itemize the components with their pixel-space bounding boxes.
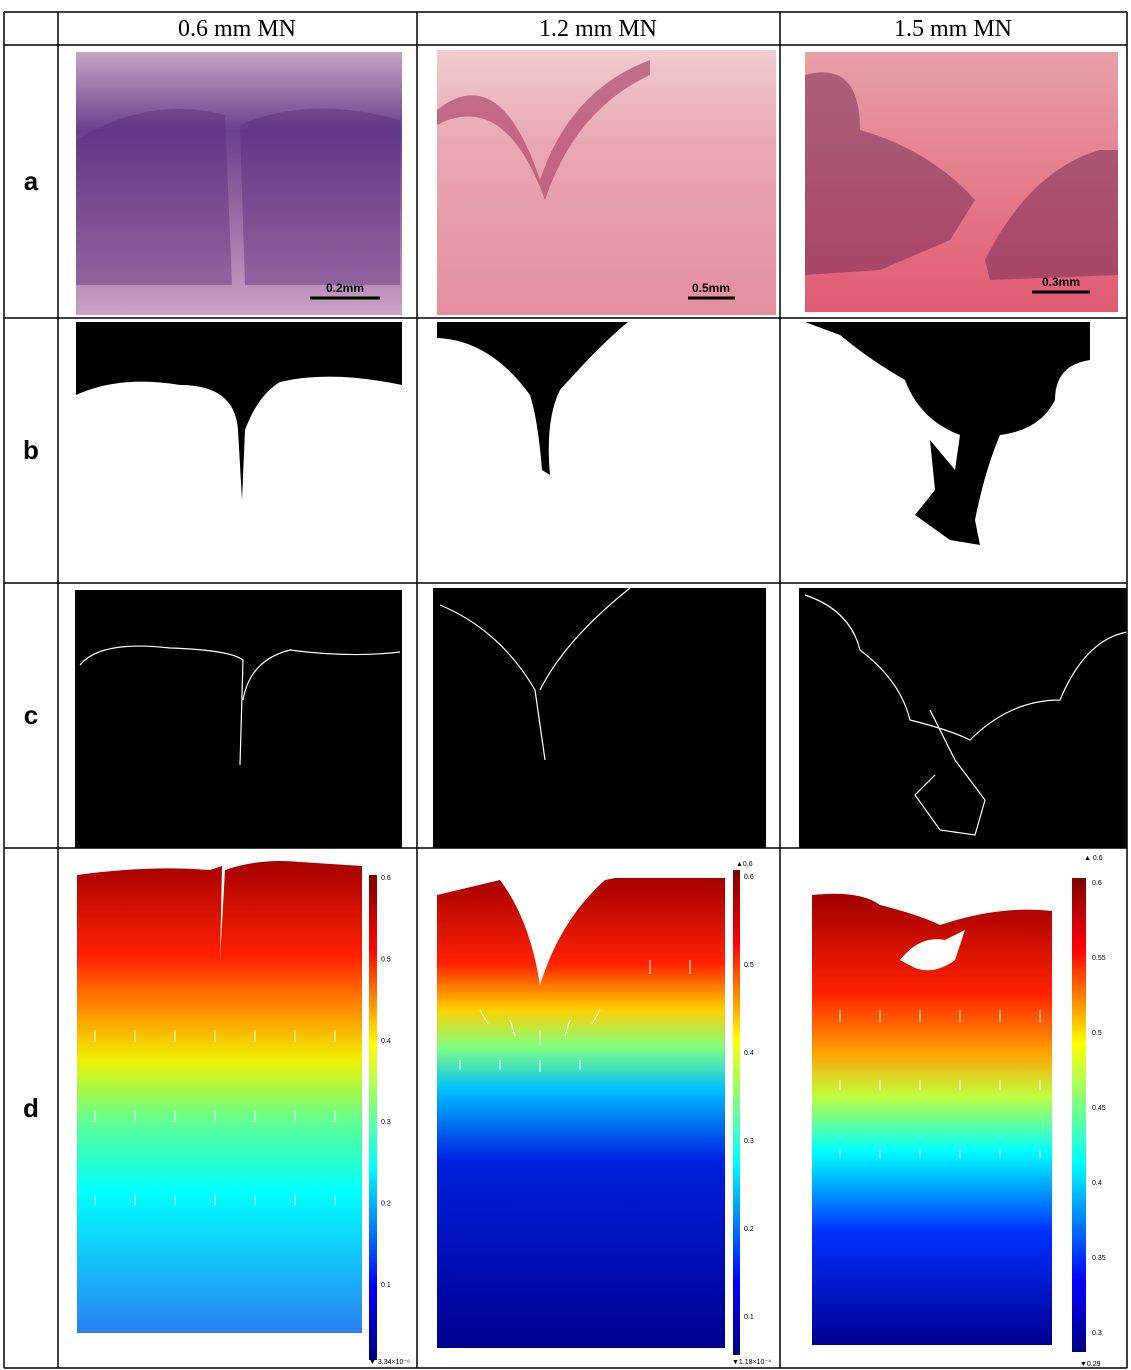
colorbar-tick-label: 0.2 [381,1201,391,1208]
colorbar-min: ▼1.18×10⁻⁴ [732,1359,771,1366]
mask-images [76,322,1090,545]
colorbar-tick-label: 0.6 [381,875,391,882]
row-label: a [24,166,39,196]
colorbar [369,875,377,1360]
column-header: 1.5 mm MN [894,16,1012,42]
colorbar-tick-label: 0.35 [1092,1255,1106,1262]
scale-label: 0.5mm [692,281,730,295]
colorbar-tick-label: 0.55 [1092,955,1106,962]
colorbar-max: ▲0.6 [736,861,753,868]
edge-image [799,588,1127,848]
colorbar-tick-label: 0.4 [1092,1180,1102,1187]
colorbar-tick-label: 0.1 [744,1314,754,1321]
column-header: 1.2 mm MN [539,16,657,42]
colorbar-tick-label: 0.6 [744,874,754,881]
scale-label: 0.2mm [326,281,364,295]
edge-line [804,594,1128,836]
row-label: c [24,700,38,730]
row-label: d [23,1093,39,1123]
column-header: 0.6 mm MN [178,16,296,42]
colorbar-tick-label: 0.3 [744,1138,754,1145]
colorbar-tick-label: 0.1 [381,1282,391,1289]
histology-image [76,52,402,315]
edge-images [75,587,1128,848]
colorbar-tick-label: 0.6 [1092,880,1102,887]
colorbar-tick-label: 0.45 [1092,1105,1106,1112]
tissue-band [985,150,1118,280]
colorbar-min: ▼ 3.34×10⁻⁶ [369,1359,410,1366]
tissue-band [240,108,400,285]
mask-shape [76,322,402,500]
edge-line [439,587,631,761]
colorbar-min: ▼0.29 [1080,1361,1101,1368]
tissue-band [437,60,650,200]
row-label: b [23,435,39,465]
colorbar-tick-label: 0.5 [1092,1030,1102,1037]
colorbar-tick-label: 0.2 [744,1226,754,1233]
colorbar [733,870,740,1355]
edge-image [433,588,766,848]
flux-arrows [94,960,1041,1205]
colorbar-max: ▲ 0.6 [1084,855,1103,862]
colorbar-tick-label: 0.3 [1092,1330,1102,1337]
histology-images: 0.2mm 0.5mm 0.3mm [76,50,1118,315]
colorbar-tick-label: 0.5 [381,956,391,963]
simulation-images [77,861,1086,1360]
tissue-band [805,72,975,276]
edge-line [79,645,401,766]
colorbar-tick-label: 0.4 [381,1038,391,1045]
cavity [900,930,965,971]
heatmap [437,878,725,1348]
colorbar-tick-label: 0.3 [381,1119,391,1126]
colorbar-tick-label: 0.5 [744,962,754,969]
colorbar [1072,878,1086,1352]
colorbar-tick-label: 0.4 [744,1050,754,1057]
scale-label: 0.3mm [1042,275,1080,289]
tissue-band [76,108,232,285]
mask-shape [437,322,628,475]
edge-image [75,590,402,848]
heatmap [77,861,362,1333]
heatmap [812,893,1052,1345]
mask-shape [805,322,1090,545]
table-grid [3,11,1128,1369]
